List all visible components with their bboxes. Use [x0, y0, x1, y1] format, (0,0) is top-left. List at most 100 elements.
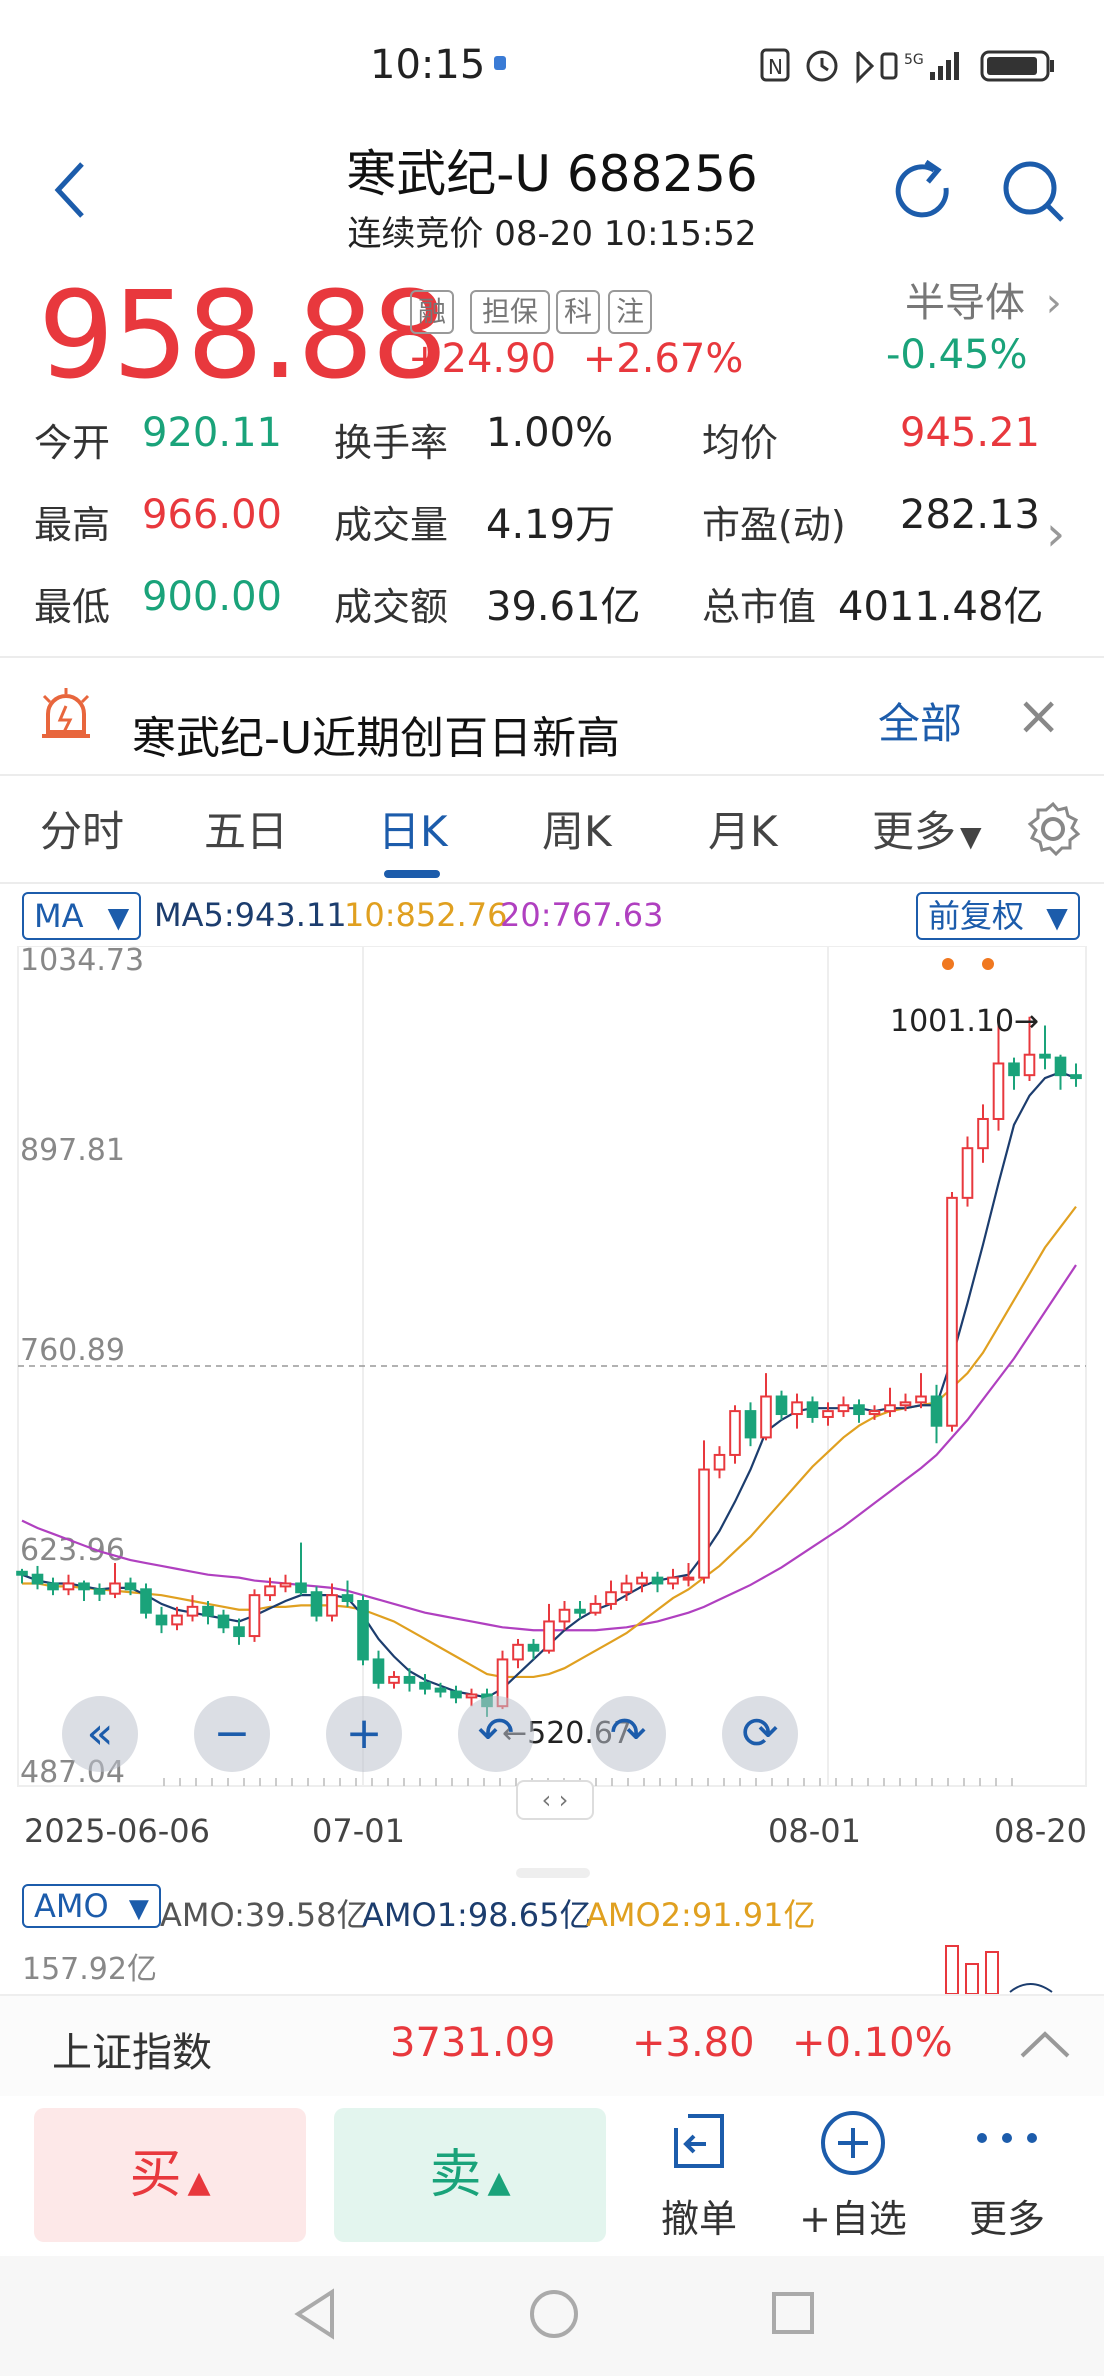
sector-link[interactable]: 半导体 ›	[905, 270, 1062, 328]
marker-dot	[942, 958, 954, 970]
tab-more[interactable]: 更多 ▼	[872, 798, 982, 859]
tab-five-day[interactable]: 五日	[204, 807, 289, 856]
ma20-value: 20:767.63	[500, 896, 664, 934]
candle	[217, 1614, 230, 1629]
volume-max-label: 157.92亿	[22, 1952, 157, 1987]
candle	[806, 1401, 819, 1418]
candle	[729, 1410, 741, 1456]
sell-label: 卖	[429, 2145, 482, 2205]
candle	[837, 1404, 850, 1413]
candle	[899, 1401, 912, 1407]
notice-text[interactable]: 寒武纪-U近期创百日新高	[132, 713, 621, 764]
trade-status: 连续竞价 08-20 10:15:52	[347, 214, 757, 254]
amo-indicator-select[interactable]: AMO ▼	[22, 1884, 161, 1928]
back-button[interactable]	[50, 160, 90, 231]
current-price: 958.88	[38, 267, 448, 406]
zoom-out-button[interactable]: −	[194, 1696, 270, 1772]
ma-indicator-select[interactable]: MA ▼	[22, 892, 142, 940]
scroll-back-button[interactable]: ↶	[458, 1696, 534, 1772]
stat-label: 成交额	[334, 585, 449, 629]
candle	[186, 1605, 199, 1617]
index-bar[interactable]: 上证指数 3731.09 +3.80 +0.10%	[0, 1994, 1104, 2096]
alarm-icon	[806, 50, 838, 82]
candle	[791, 1401, 803, 1416]
tag-margin: 融	[410, 290, 454, 334]
tab-weekly-k[interactable]: 周K	[542, 807, 612, 856]
panel-resize-handle[interactable]	[516, 1868, 590, 1878]
notice-all-button[interactable]: 全部	[878, 699, 963, 748]
candlestick-chart[interactable]: 1034.73897.81760.89623.96487.041001.10→←…	[14, 946, 1090, 1846]
nav-home-icon[interactable]	[526, 2286, 582, 2342]
scroll-forward-button[interactable]: ↷	[590, 1696, 666, 1772]
stat-value: 4.19万	[486, 502, 616, 548]
amo2-value: AMO2:91.91亿	[586, 1896, 816, 1934]
chart-drag-handle[interactable]: ‹ ›	[516, 1780, 594, 1820]
chevron-up-icon[interactable]	[1018, 2026, 1072, 2062]
y-tick-label: 623.96	[20, 1533, 125, 1568]
tab-intraday[interactable]: 分时	[40, 807, 125, 856]
divider	[0, 882, 1104, 884]
candle	[233, 1626, 245, 1638]
amo1-value: AMO1:98.65亿	[362, 1896, 592, 1934]
buy-button[interactable]: 买 ▲	[34, 2108, 306, 2242]
settings-button[interactable]	[1024, 800, 1082, 862]
app-indicator-icon	[494, 56, 506, 70]
nav-recents-icon[interactable]	[768, 2288, 818, 2338]
signal-icon	[930, 72, 935, 80]
ma5-value: MA5:943.11	[154, 896, 347, 934]
candle	[295, 1582, 307, 1594]
candle	[527, 1643, 540, 1652]
stat-label: 总市值	[702, 585, 817, 629]
stat-value: 4011.48亿	[838, 584, 1044, 630]
add-watchlist-button[interactable]: +自选	[788, 2108, 918, 2243]
candle	[698, 1468, 710, 1579]
sell-button[interactable]: 卖 ▲	[334, 2108, 606, 2242]
candle	[651, 1576, 664, 1585]
refresh-button[interactable]	[890, 158, 956, 228]
nfc-icon	[760, 48, 790, 82]
stat-label: 市盈(动)	[702, 503, 846, 547]
ma-indicator-label: MA	[34, 897, 84, 935]
close-icon[interactable]: ×	[1016, 684, 1062, 747]
candle	[1039, 1053, 1051, 1059]
volume-bars	[945, 1945, 1053, 1994]
ma5-line	[21, 1071, 1077, 1699]
x-label-start: 2025-06-06	[24, 1812, 210, 1850]
candle	[868, 1410, 881, 1416]
candle	[620, 1582, 633, 1594]
tab-monthly-k[interactable]: 月K	[708, 807, 778, 856]
stat-label: 今开	[34, 421, 111, 465]
marker-dot	[982, 958, 994, 970]
index-change-pct: +0.10%	[792, 2020, 953, 2066]
sector-change: -0.45%	[886, 332, 1028, 378]
zoom-in-button[interactable]: +	[326, 1696, 402, 1772]
divider	[0, 774, 1104, 776]
candle	[992, 1062, 1005, 1120]
candle	[605, 1591, 617, 1605]
cancel-order-button[interactable]: 撤单	[634, 2108, 764, 2243]
candle	[915, 1395, 927, 1404]
tab-daily-k[interactable]: 日K	[378, 807, 448, 856]
back-arrow-icon	[54, 162, 84, 218]
volume-bar	[985, 1951, 999, 1994]
stat-label: 换手率	[334, 421, 449, 465]
candle	[853, 1404, 865, 1416]
stat-label: 最低	[34, 585, 111, 629]
dropdown-icon: ▼	[128, 1894, 149, 1924]
more-actions-button[interactable]: 更多	[942, 2108, 1072, 2243]
candle	[31, 1573, 44, 1585]
candle	[403, 1675, 416, 1684]
search-button[interactable]	[1000, 158, 1066, 228]
candle	[558, 1608, 571, 1623]
svg-text:5G: 5G	[904, 52, 924, 68]
scroll-left-button[interactable]: «	[62, 1696, 138, 1772]
stats-expand-icon[interactable]: ›	[1046, 506, 1066, 562]
adjust-select[interactable]: 前复权 ▼	[916, 892, 1080, 940]
stat-value: 900.00	[142, 574, 282, 620]
tag-star: 科	[556, 290, 600, 334]
nav-back-icon[interactable]	[290, 2286, 340, 2342]
stat-value: 282.13	[900, 492, 1040, 538]
candle	[977, 1117, 989, 1150]
candle	[589, 1602, 602, 1614]
rotate-screen-button[interactable]: ⟳	[722, 1696, 798, 1772]
